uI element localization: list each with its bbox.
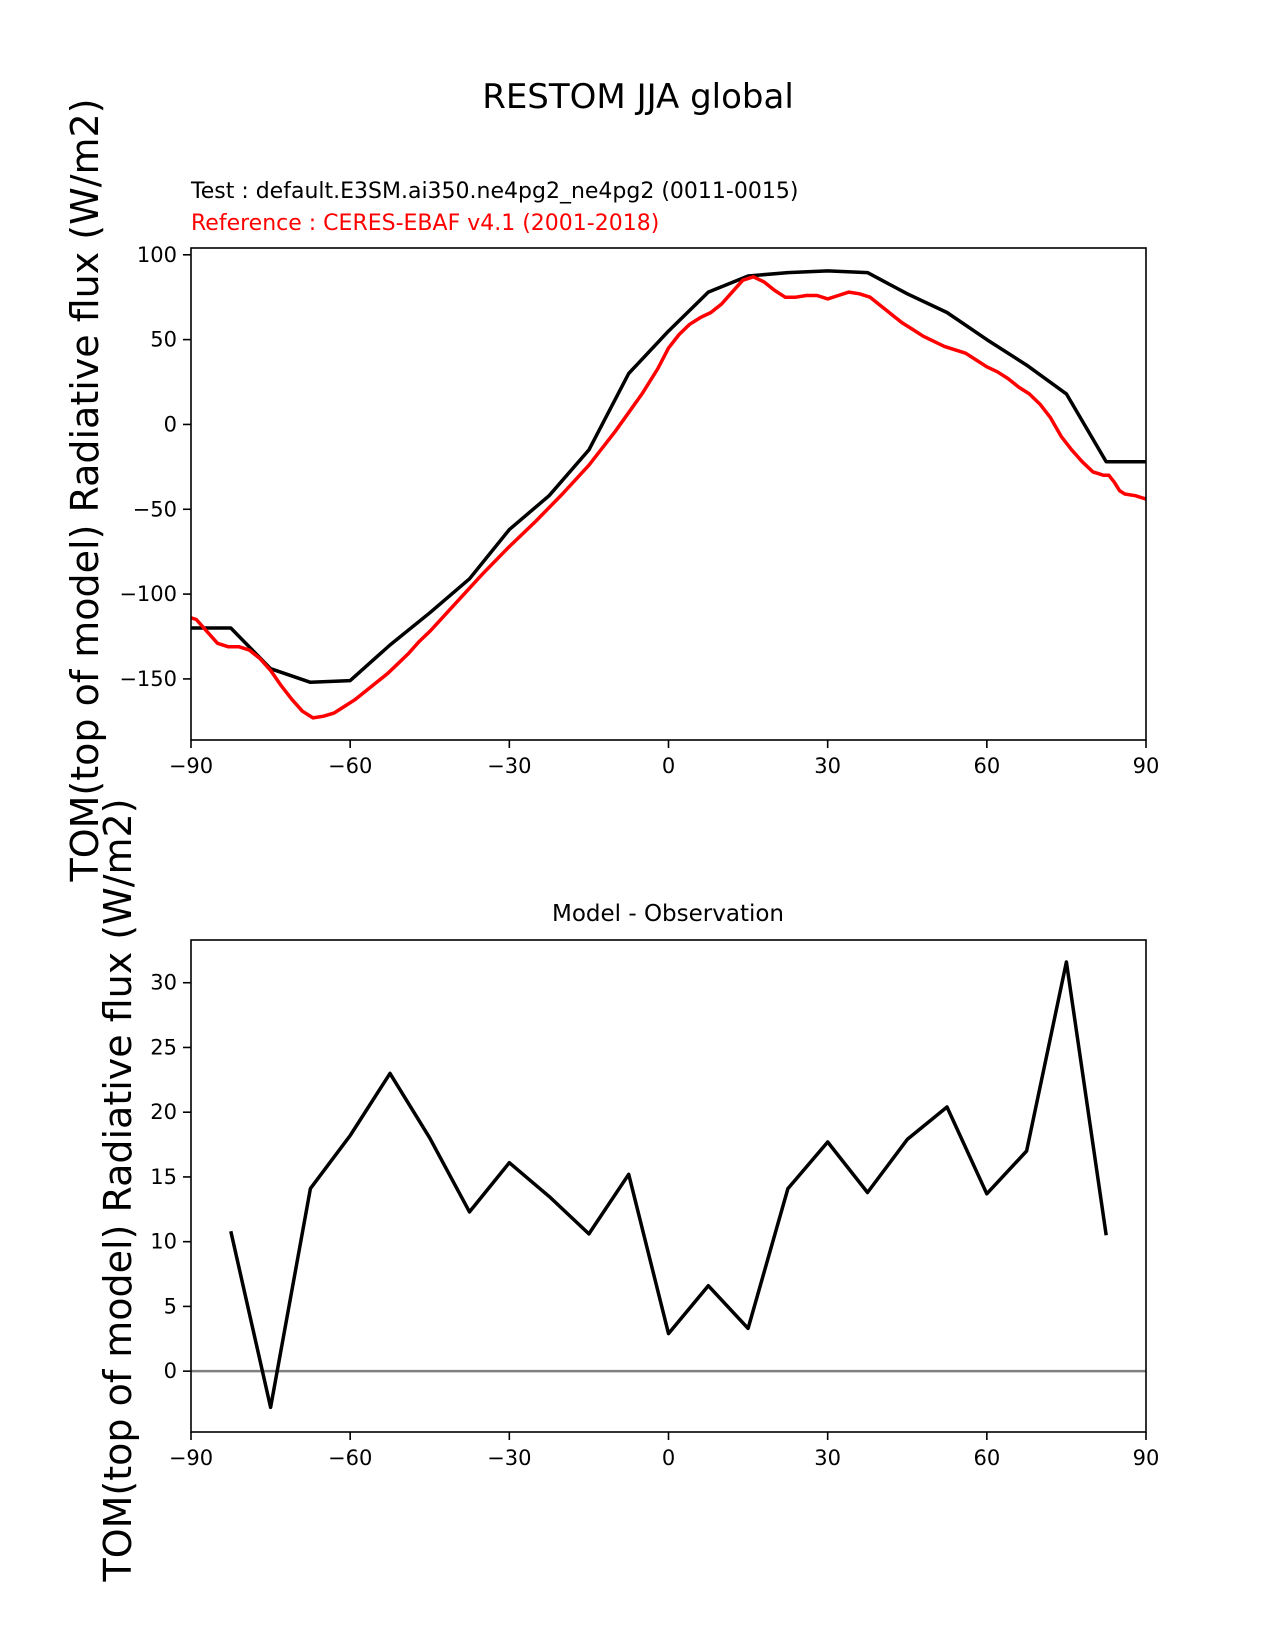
bottom-series-difference-line [229, 960, 1108, 1410]
top-xtick-label: 0 [662, 754, 675, 778]
top-ytick-label: 0 [164, 412, 177, 436]
bottom-title: Model - Observation [552, 901, 784, 927]
top-ytick-label: 50 [150, 328, 177, 352]
top-xtick-label: 60 [973, 754, 1000, 778]
bottom-xtick-label: −90 [169, 1446, 213, 1470]
bottom-plot-area: −90 −60 −30 0 30 60 90 30 25 20 15 10 5 0 [150, 939, 1160, 1470]
top-xtick-label: 30 [814, 754, 841, 778]
top-ytick-label: −100 [119, 582, 177, 606]
reference-label: Reference : CERES-EBAF v4.1 (2001-2018) [191, 211, 659, 236]
top-ytick-label: −150 [119, 667, 177, 691]
bottom-xtick-label: 90 [1133, 1446, 1160, 1470]
bottom-ylabel: TOM(top of model) Radiative flux (W/m2) [96, 798, 140, 1582]
top-xtick-label: 90 [1133, 754, 1160, 778]
top-series-reference-line [190, 275, 1147, 720]
bottom-ytick-label: 10 [150, 1230, 177, 1254]
top-ytick-label: −50 [133, 497, 177, 521]
figure-title: RESTOM JJA global [482, 77, 794, 117]
bottom-ytick-label: 30 [150, 971, 177, 995]
top-ylabel: TOM(top of model) Radiative flux (W/m2) [63, 98, 107, 882]
bottom-ytick-label: 5 [164, 1294, 177, 1318]
top-panel: Test : default.E3SM.ai350.ne4pg2_ne4pg2 … [63, 98, 1159, 882]
top-xtick-label: −60 [328, 754, 372, 778]
top-plot-area: −90 −60 −30 0 30 60 90 100 50 0 −50 −100 −150 [119, 243, 1159, 778]
bottom-xtick-label: 60 [973, 1446, 1000, 1470]
bottom-xtick-label: −60 [328, 1446, 372, 1470]
bottom-ytick-label: 0 [164, 1359, 177, 1383]
top-xtick-label: −30 [487, 754, 531, 778]
bottom-panel: Model - Observation TOM(top of model) Ra… [96, 798, 1159, 1582]
bottom-xtick-label: 0 [662, 1446, 675, 1470]
top-series-test-line [191, 269, 1146, 685]
top-ytick-label: 100 [137, 243, 177, 267]
bottom-axes-frame [190, 939, 1147, 1433]
top-xtick-label: −90 [169, 754, 213, 778]
test-label: Test : default.E3SM.ai350.ne4pg2_ne4pg2 … [190, 179, 798, 204]
bottom-xtick-label: 30 [814, 1446, 841, 1470]
bottom-ytick-label: 20 [150, 1100, 177, 1124]
bottom-xtick-label: −30 [487, 1446, 531, 1470]
bottom-ytick-label: 15 [150, 1165, 177, 1189]
bottom-ytick-label: 25 [150, 1035, 177, 1059]
top-axes-frame [190, 247, 1147, 741]
